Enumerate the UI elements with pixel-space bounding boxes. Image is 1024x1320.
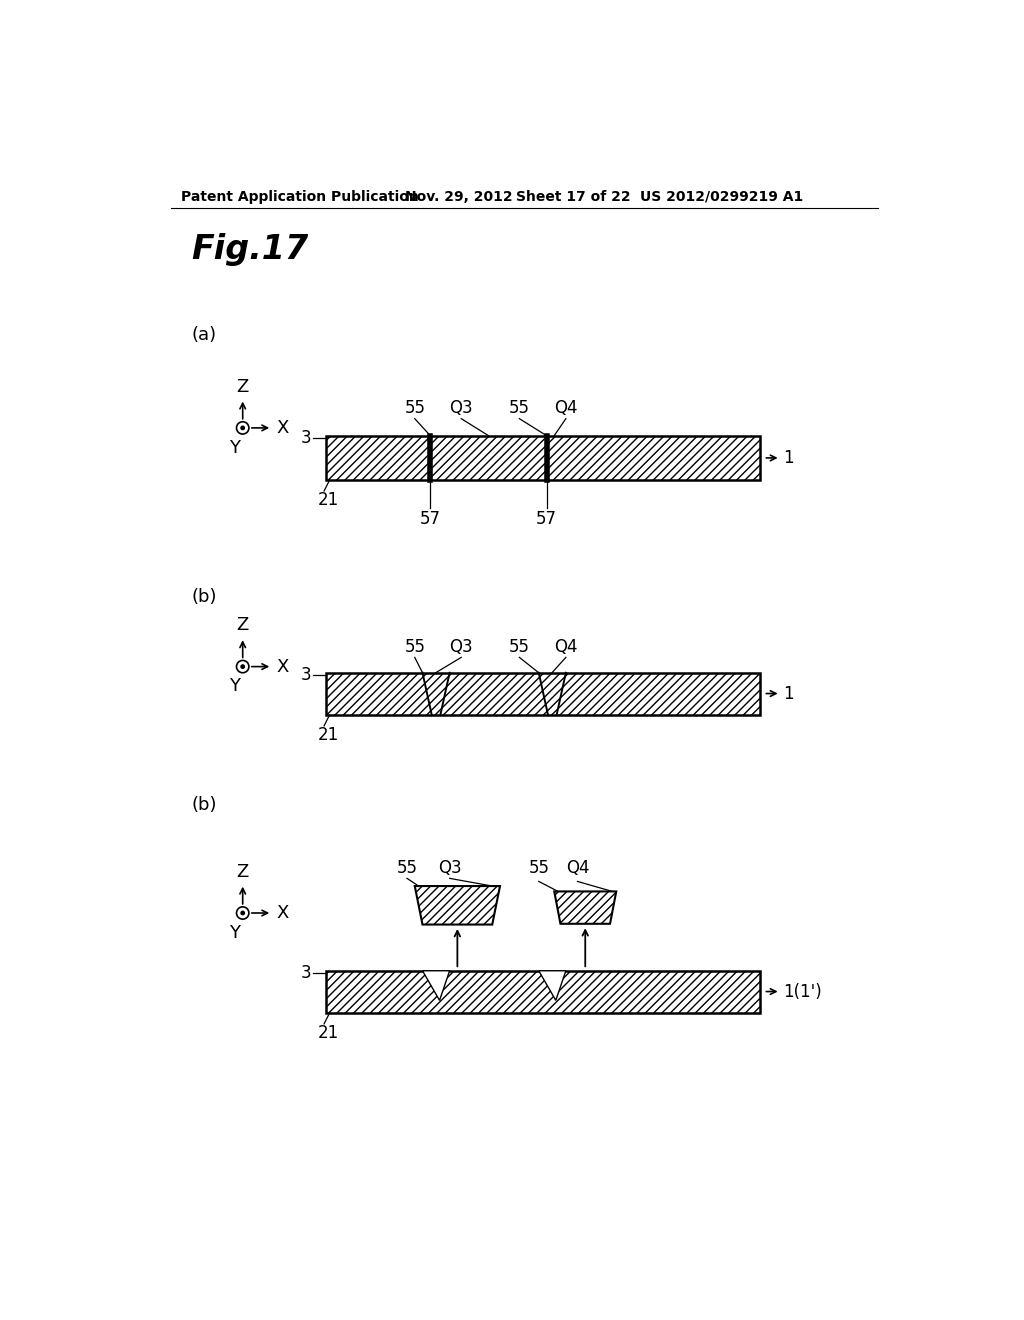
Bar xyxy=(326,970,760,1014)
Text: Q3: Q3 xyxy=(438,859,462,876)
Text: 21: 21 xyxy=(317,491,339,510)
Text: Nov. 29, 2012: Nov. 29, 2012 xyxy=(406,190,513,203)
Text: X: X xyxy=(276,418,289,437)
Circle shape xyxy=(241,665,245,668)
Text: Q3: Q3 xyxy=(450,399,473,417)
Text: Q3: Q3 xyxy=(450,638,473,656)
Text: Sheet 17 of 22: Sheet 17 of 22 xyxy=(515,190,630,203)
Text: 3: 3 xyxy=(301,429,311,447)
Text: Q4: Q4 xyxy=(554,638,578,656)
Text: 55: 55 xyxy=(509,399,529,417)
Text: 55: 55 xyxy=(528,859,549,876)
Text: 55: 55 xyxy=(509,638,529,656)
Text: 1: 1 xyxy=(783,685,794,702)
Polygon shape xyxy=(415,886,500,924)
Text: Q4: Q4 xyxy=(565,859,589,876)
Text: X: X xyxy=(276,904,289,921)
Text: Q4: Q4 xyxy=(554,399,578,417)
Text: (b): (b) xyxy=(191,589,217,606)
Text: 3: 3 xyxy=(301,964,311,982)
Text: 21: 21 xyxy=(317,726,339,744)
Text: (b): (b) xyxy=(191,796,217,814)
Text: Patent Application Publication: Patent Application Publication xyxy=(180,190,419,203)
Text: 1: 1 xyxy=(783,449,794,467)
Text: US 2012/0299219 A1: US 2012/0299219 A1 xyxy=(640,190,803,203)
Text: 55: 55 xyxy=(396,859,418,876)
Circle shape xyxy=(241,426,245,429)
Text: Y: Y xyxy=(229,677,241,696)
Text: 55: 55 xyxy=(404,638,425,656)
Text: Fig.17: Fig.17 xyxy=(191,232,309,265)
Text: 21: 21 xyxy=(317,1024,339,1041)
Text: Y: Y xyxy=(229,924,241,941)
Text: 55: 55 xyxy=(404,399,425,417)
Polygon shape xyxy=(423,970,450,1001)
Text: 57: 57 xyxy=(420,510,440,528)
Text: Z: Z xyxy=(237,863,249,880)
Text: 57: 57 xyxy=(536,510,557,528)
Text: 1(1'): 1(1') xyxy=(783,982,821,1001)
Text: Y: Y xyxy=(229,438,241,457)
Text: 3: 3 xyxy=(301,667,311,684)
Text: (a): (a) xyxy=(191,326,217,345)
Text: Z: Z xyxy=(237,616,249,635)
Text: Z: Z xyxy=(237,378,249,396)
Polygon shape xyxy=(554,891,616,924)
Circle shape xyxy=(241,911,245,915)
Polygon shape xyxy=(539,970,566,1001)
Bar xyxy=(326,673,760,715)
Bar xyxy=(326,436,760,480)
Text: X: X xyxy=(276,657,289,676)
